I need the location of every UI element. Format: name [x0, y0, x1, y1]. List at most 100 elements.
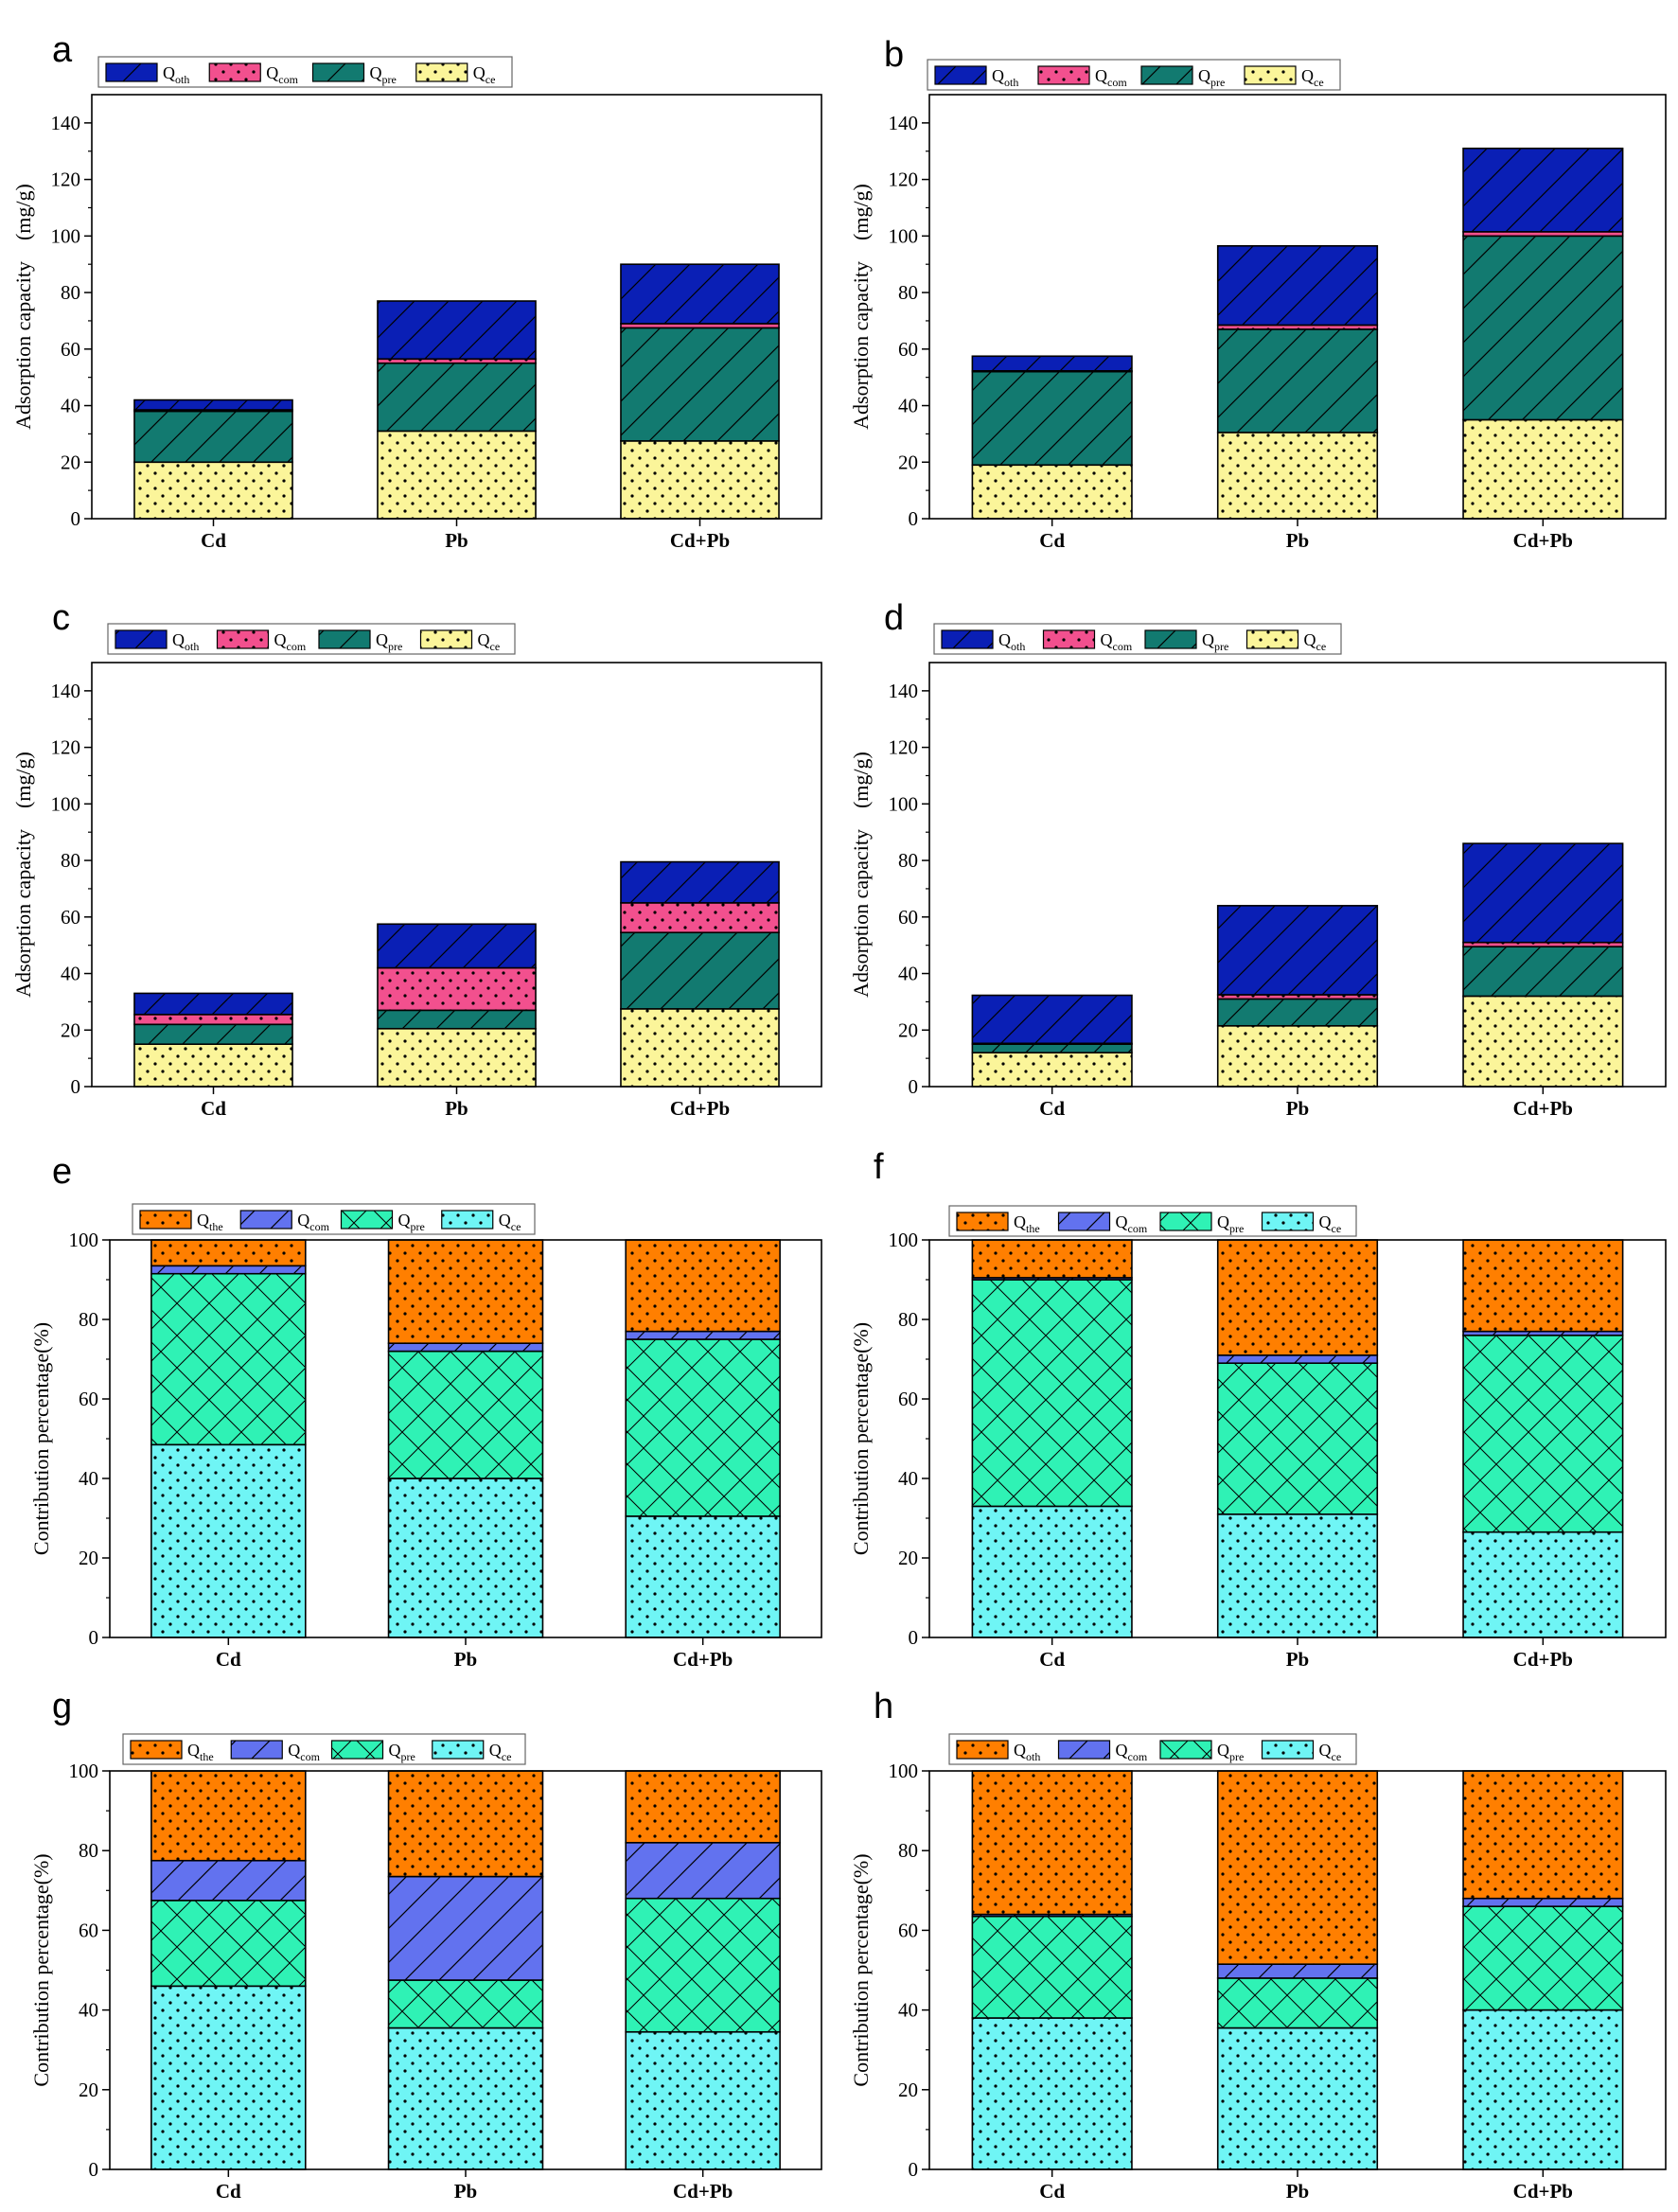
bar-d-cd-qoth [971, 994, 1133, 1045]
panel-e: e Cd Pb Cd+Pb 0 20 40 60 80 100 Contribution perce… [29, 1152, 822, 1671]
y-tick-label-b-40: 40 [898, 395, 918, 417]
y-tick-label-a-40: 40 [61, 395, 80, 417]
legend-swatch-qce [419, 629, 473, 649]
bar-d-cd-pb-qpre [1462, 946, 1624, 998]
y-tick-label-g-60: 60 [79, 1919, 98, 1941]
legend-swatch-qcom [1042, 629, 1096, 649]
x-tick-label-a-1: Pb [445, 529, 468, 552]
bar-h-pb-qpre [1216, 1977, 1379, 2029]
plot-frame-a [91, 94, 822, 520]
y-tick-label-h-60: 60 [898, 1919, 918, 1941]
y-tick-label-b-60: 60 [898, 338, 918, 361]
x-tick-label-a-2: Cd+Pb [670, 529, 730, 552]
bar-a-cd-qce [133, 461, 293, 520]
x-tick-label-b-2: Cd+Pb [1513, 529, 1573, 552]
plot-frame-b [928, 94, 1667, 520]
bar-c-cd-pb-qcom [620, 902, 780, 934]
y-tick-label-d-20: 20 [898, 1018, 918, 1041]
legend-swatch-qpre [311, 62, 365, 82]
bar-d-cd-qce [971, 1052, 1133, 1088]
y-tick-label-e-100: 100 [69, 1229, 99, 1251]
bar-b-cd-pb-qce [1462, 418, 1624, 520]
bar-b-cd-pb-qoth [1462, 147, 1624, 233]
y-tick-label-a-60: 60 [61, 338, 80, 361]
bar-a-pb-qoth [377, 300, 537, 361]
x-tick-label-c-2: Cd+Pb [670, 1097, 730, 1120]
y-tick-label-a-80: 80 [61, 281, 80, 304]
bar-b-cd-qpre [971, 370, 1133, 467]
y-tick-label-d-100: 100 [889, 792, 919, 815]
panel-a: a Cd Pb Cd+Pb 0 20 40 60 80 100 120 140 Adsorption c… [11, 30, 822, 552]
y-tick-label-a-140: 140 [51, 112, 81, 134]
y-tick-label-a-120: 120 [51, 168, 81, 191]
bar-e-cd-pb-qce [625, 1515, 781, 1638]
bar-c-cd-pb-qce [620, 1008, 780, 1088]
y-tick-label-c-0: 0 [71, 1075, 81, 1098]
bar-g-cd-pb-qce [625, 2030, 781, 2170]
bar-d-cd-qpre [971, 1043, 1133, 1053]
panel-label-f: f [874, 1147, 884, 1187]
panel-label-d: d [884, 598, 904, 638]
plot-frame-d [928, 662, 1667, 1088]
bar-g-cd-qthe [150, 1770, 307, 1862]
bar-a-cd-pb-qpre [620, 327, 780, 442]
bar-e-cd-pb-qthe [625, 1239, 781, 1333]
x-tick-label-g-2: Cd+Pb [673, 2180, 733, 2203]
panel-b: b Cd Pb Cd+Pb 0 20 40 60 80 100 120 140 Adsorption c… [849, 35, 1667, 552]
bar-g-cd-pb-qcom [625, 1841, 781, 1900]
bar-c-pb-qcom [377, 966, 537, 1012]
y-tick-label-b-100: 100 [889, 224, 919, 247]
x-tick-label-b-0: Cd [1039, 529, 1065, 552]
legend-swatch-qoth [956, 1740, 1009, 1760]
legend-swatch-qce [1261, 1740, 1315, 1760]
bar-c-cd-qce [133, 1043, 293, 1088]
x-tick-label-f-0: Cd [1039, 1648, 1065, 1671]
x-tick-label-e-0: Cd [216, 1648, 241, 1671]
bar-d-pb-qce [1216, 1024, 1379, 1088]
y-tick-label-g-40: 40 [79, 1999, 98, 2022]
legend-swatch-qpre [1144, 629, 1197, 649]
y-tick-label-d-0: 0 [909, 1075, 919, 1098]
y-axis-label-g: Contribution percentage(%) [29, 1853, 53, 2086]
panel-h: h Cd Pb Cd+Pb 0 20 40 60 80 100 Contribution perce… [849, 1687, 1667, 2203]
legend-swatch-qce [415, 62, 468, 82]
y-axis-label-d: Adsorption capacity (mg/g) [849, 752, 873, 998]
bar-h-cd-qpre [971, 1915, 1133, 2019]
bar-b-pb-qoth [1216, 244, 1379, 327]
legend-swatch-qoth [934, 65, 987, 85]
legend-swatch-qcom [1037, 65, 1090, 85]
bar-e-cd-pb-qcom [625, 1330, 781, 1340]
y-tick-label-b-140: 140 [889, 112, 919, 134]
bar-f-pb-qpre [1216, 1362, 1379, 1515]
x-tick-label-e-1: Pb [454, 1648, 478, 1671]
bar-a-cd-pb-qoth [620, 263, 780, 325]
legend-f: Qthe Qcom Qpre Qce [948, 1205, 1357, 1237]
bar-g-cd-qcom [150, 1859, 307, 1902]
bar-g-cd-pb-qpre [625, 1897, 781, 2033]
legend-swatch-qcom [1057, 1212, 1111, 1231]
plot-frame-c [91, 662, 822, 1088]
legend-swatch-qoth [941, 629, 994, 649]
legend-swatch-qce [1245, 629, 1299, 649]
legend-swatch-qpre [330, 1740, 384, 1760]
panel-label-a: a [52, 30, 73, 70]
y-tick-label-c-20: 20 [61, 1018, 80, 1041]
y-tick-label-a-0: 0 [71, 507, 81, 530]
y-tick-label-h-20: 20 [898, 2079, 918, 2101]
y-tick-label-f-60: 60 [898, 1388, 918, 1410]
bar-e-pb-qthe [387, 1239, 544, 1344]
legend-swatch-qthe [130, 1740, 183, 1760]
bar-h-cd-pb-qpre [1462, 1905, 1624, 2011]
bar-f-cd-pb-qthe [1462, 1239, 1624, 1333]
y-tick-label-b-20: 20 [898, 451, 918, 473]
panel-label-g: g [52, 1687, 72, 1726]
x-tick-label-g-0: Cd [216, 2180, 241, 2203]
legend-swatch-qcom [208, 62, 261, 82]
bar-g-cd-qce [150, 1985, 307, 2170]
bar-f-pb-qthe [1216, 1239, 1379, 1356]
bar-f-cd-qpre [971, 1279, 1133, 1508]
bar-h-cd-qoth [971, 1770, 1133, 1916]
x-tick-label-h-2: Cd+Pb [1513, 2180, 1573, 2203]
